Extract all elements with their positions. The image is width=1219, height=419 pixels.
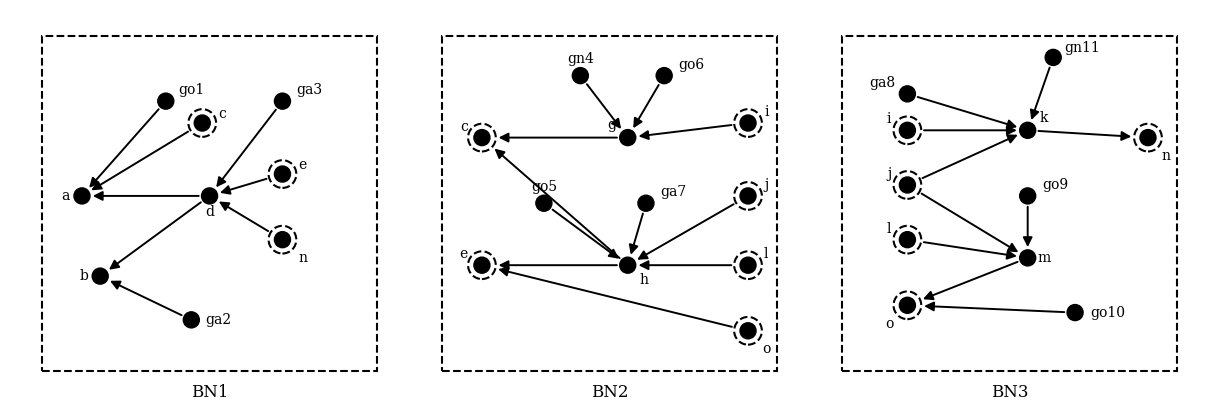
Circle shape [157,93,174,109]
Text: e: e [299,158,307,172]
Text: e: e [460,247,468,261]
Text: c: c [218,107,227,121]
Text: l: l [764,247,768,261]
Text: k: k [1040,111,1048,124]
Text: ga7: ga7 [661,185,686,199]
Text: o: o [762,342,770,356]
Text: gn11: gn11 [1064,41,1101,55]
Text: b: b [79,269,88,283]
Text: j: j [887,167,891,181]
Circle shape [900,177,915,193]
Circle shape [274,232,290,248]
Text: BN1: BN1 [191,384,228,401]
Circle shape [1019,188,1036,204]
Circle shape [474,257,490,273]
Circle shape [201,188,217,204]
Circle shape [274,93,290,109]
Circle shape [1019,122,1036,138]
Text: ga3: ga3 [296,83,323,97]
Text: d: d [205,205,215,219]
Circle shape [93,268,108,284]
Text: m: m [1037,251,1051,265]
Circle shape [619,257,636,273]
Circle shape [740,115,756,131]
Text: g: g [607,118,616,132]
Circle shape [1067,305,1084,321]
Text: l: l [887,222,891,236]
Circle shape [194,115,210,131]
Text: go10: go10 [1090,305,1125,320]
Circle shape [740,188,756,204]
Circle shape [900,297,915,313]
Circle shape [638,195,653,211]
Text: i: i [887,112,891,127]
Circle shape [619,129,636,146]
Circle shape [536,195,552,211]
Circle shape [572,67,589,84]
Circle shape [740,323,756,339]
Text: ga8: ga8 [869,76,895,90]
Text: go1: go1 [178,83,205,97]
Text: go6: go6 [679,58,705,72]
Text: BN3: BN3 [991,384,1028,401]
Text: i: i [764,105,768,119]
Circle shape [74,188,90,204]
Circle shape [656,67,672,84]
Text: BN2: BN2 [591,384,628,401]
Text: go5: go5 [530,180,557,194]
Text: j: j [764,178,768,192]
Text: o: o [885,316,894,331]
Circle shape [740,257,756,273]
Circle shape [274,166,290,182]
Text: go9: go9 [1042,178,1068,192]
Circle shape [900,86,915,102]
Circle shape [1019,250,1036,266]
Circle shape [1140,129,1156,146]
Circle shape [1045,49,1062,65]
Circle shape [900,122,915,138]
Text: n: n [297,251,307,265]
Text: h: h [640,273,649,287]
Text: n: n [1162,149,1170,163]
Text: gn4: gn4 [567,52,594,66]
Text: ga2: ga2 [206,313,232,327]
Text: a: a [61,189,69,203]
Text: c: c [460,120,468,134]
Circle shape [474,129,490,146]
Circle shape [183,312,200,328]
Circle shape [900,232,915,248]
